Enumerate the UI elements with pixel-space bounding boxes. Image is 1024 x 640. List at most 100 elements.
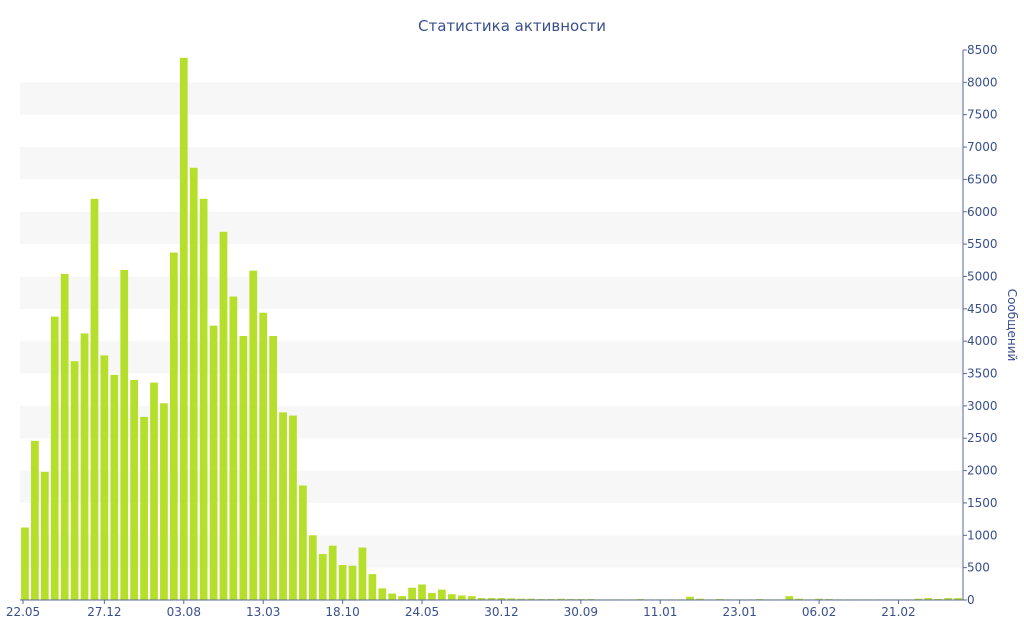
y-tick-label: 4000 xyxy=(967,334,998,348)
y-tick-label: 3500 xyxy=(967,367,998,381)
y-tick-label: 7000 xyxy=(967,140,998,154)
bar xyxy=(388,593,397,600)
bar xyxy=(318,554,327,600)
bar xyxy=(50,316,59,600)
bar xyxy=(199,198,208,600)
bar xyxy=(507,598,516,600)
bar xyxy=(418,584,426,600)
x-tick-label: 21.02 xyxy=(881,605,915,619)
background-band xyxy=(20,147,963,180)
bar xyxy=(696,598,704,600)
bar xyxy=(785,596,794,600)
bar xyxy=(338,565,347,600)
bar xyxy=(160,403,168,600)
y-tick-label: 4500 xyxy=(967,302,998,316)
bar xyxy=(428,592,436,600)
bars-group xyxy=(21,57,962,600)
y-tick-label: 0 xyxy=(967,593,975,607)
bar xyxy=(31,440,39,600)
y-tick-label: 1000 xyxy=(967,528,998,542)
x-tick-label: 23.01 xyxy=(722,605,756,619)
bar xyxy=(60,273,69,600)
bar xyxy=(130,380,139,600)
bar xyxy=(368,574,377,600)
bar xyxy=(80,333,89,600)
bar xyxy=(289,415,297,600)
x-tick-label: 24.05 xyxy=(405,605,439,619)
bar xyxy=(328,545,337,600)
x-tick-label: 30.09 xyxy=(564,605,598,619)
bar xyxy=(110,374,119,600)
bar xyxy=(358,547,367,600)
bar xyxy=(398,596,407,600)
bar xyxy=(70,361,79,600)
bar xyxy=(209,325,218,600)
x-tick-label: 18.10 xyxy=(325,605,359,619)
y-axis-ticks: 0 500 1000 1500 2000 2500 3000 3500 4000 4500 5000… xyxy=(963,43,998,607)
bar xyxy=(487,598,496,600)
bar xyxy=(447,594,456,600)
bar xyxy=(408,587,416,600)
bar xyxy=(686,596,694,600)
bar xyxy=(517,598,526,600)
bar xyxy=(150,382,158,600)
bar xyxy=(249,270,258,600)
bar xyxy=(299,485,307,600)
bar xyxy=(527,598,536,600)
bar xyxy=(40,471,49,600)
x-tick-label: 06.02 xyxy=(802,605,836,619)
y-tick-label: 3000 xyxy=(967,399,998,413)
y-tick-label: 8000 xyxy=(967,75,998,89)
bar xyxy=(914,598,923,600)
bar xyxy=(239,336,248,600)
bar xyxy=(100,355,109,600)
bar xyxy=(348,565,357,600)
y-axis-label: Сообщений xyxy=(1005,289,1019,362)
bar xyxy=(229,296,238,600)
background-band xyxy=(20,276,963,309)
bar xyxy=(467,596,476,600)
x-tick-label: 13.03 xyxy=(246,605,280,619)
y-tick-label: 8500 xyxy=(967,43,998,57)
bar xyxy=(259,312,268,600)
x-tick-label: 11.01 xyxy=(643,605,677,619)
x-tick-label: 30.12 xyxy=(484,605,518,619)
bar xyxy=(557,598,565,600)
background-band xyxy=(20,82,963,115)
bar xyxy=(477,598,486,600)
bar xyxy=(815,598,823,600)
background-band xyxy=(20,211,963,245)
bar xyxy=(954,598,962,600)
y-tick-label: 2500 xyxy=(967,431,998,445)
bar xyxy=(378,588,387,600)
bar xyxy=(179,57,188,600)
y-tick-label: 6000 xyxy=(967,205,998,219)
bar xyxy=(90,198,99,600)
x-tick-label: 03.08 xyxy=(167,605,201,619)
y-tick-label: 5500 xyxy=(967,237,998,251)
bar xyxy=(140,416,148,600)
bar xyxy=(438,589,446,600)
background-band xyxy=(20,341,963,374)
bar xyxy=(944,598,952,600)
bar xyxy=(497,598,506,600)
bar xyxy=(169,252,178,600)
bar xyxy=(457,595,466,600)
x-tick-label: 27.12 xyxy=(87,605,121,619)
bar xyxy=(279,412,287,600)
x-axis-ticks: 22.05 27.12 03.08 13.03 18.10 24.05 30.12 30.09… xyxy=(6,600,916,619)
bar xyxy=(120,270,129,600)
bar xyxy=(219,231,228,600)
bar xyxy=(189,167,198,600)
y-tick-label: 7500 xyxy=(967,108,998,122)
bar xyxy=(924,598,933,600)
y-tick-label: 500 xyxy=(967,561,990,575)
bar xyxy=(269,336,277,600)
chart-title: Статистика активности xyxy=(418,17,606,35)
y-tick-label: 1500 xyxy=(967,496,998,510)
y-tick-label: 5000 xyxy=(967,269,998,283)
bar xyxy=(21,527,29,600)
y-tick-label: 2000 xyxy=(967,464,998,478)
x-tick-label: 22.05 xyxy=(6,605,40,619)
